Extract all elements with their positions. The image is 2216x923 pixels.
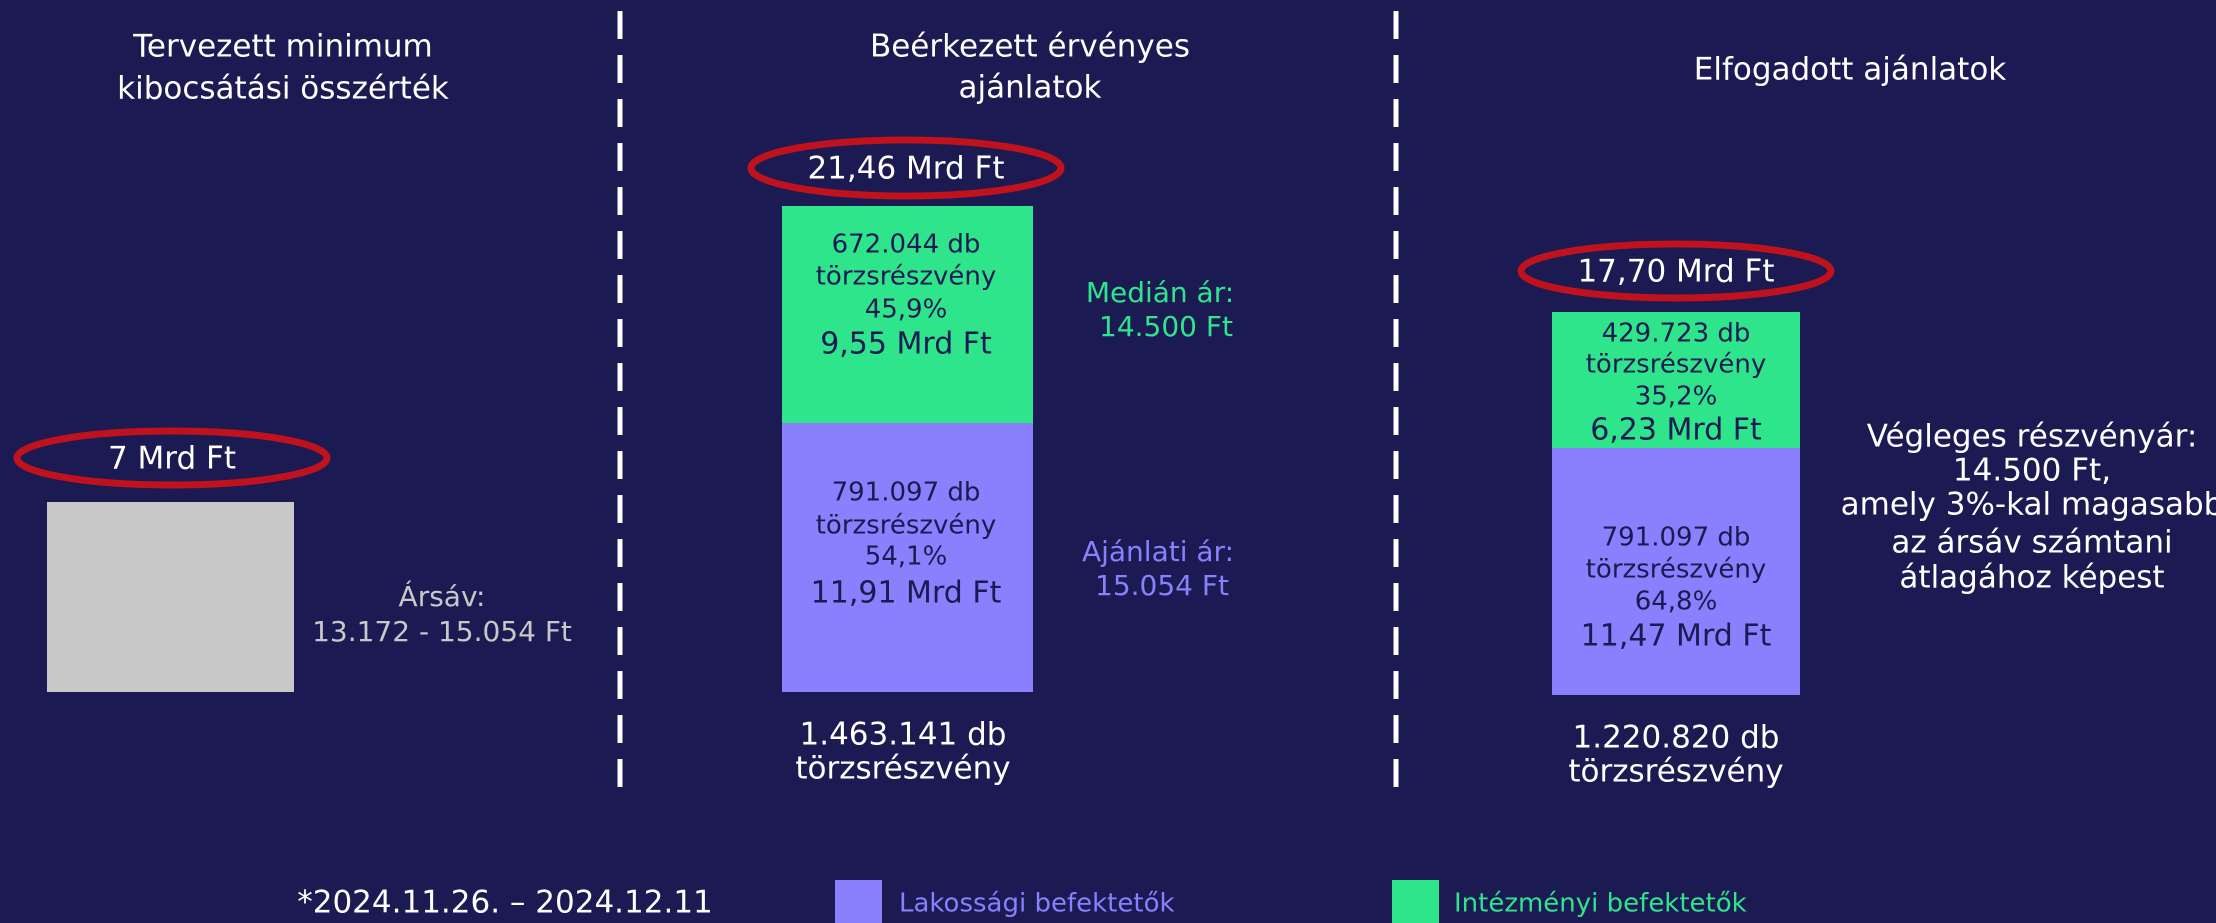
segment-label: törzsrészvény [1586,555,1767,585]
segment-value: 9,55 Mrd Ft [820,327,992,362]
final-price: Végleges részvényár: [1867,419,2198,455]
share-count: törzsrészvény [1568,754,1783,790]
legend-swatch [835,880,882,923]
legend-label: Intézményi befektetők [1454,889,1747,919]
final-price: az ársáv számtani [1891,525,2172,561]
bar [47,502,294,692]
price-label: 15.054 Ft [1095,569,1229,602]
legend-swatch [1392,880,1439,923]
final-price: átlagához képest [1899,560,2164,596]
period: *2024.11.26. – 2024.12.11 [297,885,713,921]
total: 21,46 Mrd Ft [807,151,1004,187]
segment-value: 11,47 Mrd Ft [1581,619,1772,654]
segment-label: 35,2% [1635,382,1718,412]
final-price: 14.500 Ft, [1953,453,2111,489]
segment-label: 791.097 db [1602,523,1751,553]
segment-label: 672.044 db [832,230,981,260]
column-title: kibocsátási összérték [117,71,449,107]
segment-label: 54,1% [865,542,948,572]
bar-segment [1552,448,1800,695]
segment-label: 45,9% [865,295,948,325]
segment-value: 11,91 Mrd Ft [811,576,1002,611]
legend-label: Lakossági befektetők [899,889,1175,919]
column-title: ajánlatok [959,70,1102,106]
segment-label: 64,8% [1635,587,1718,617]
column-title: Tervezett minimum [132,29,433,65]
note: 13.172 - 15.054 Ft [312,615,572,648]
highlight [1517,240,1835,302]
bar-segment [782,423,1033,692]
highlight [13,427,331,489]
total: 17,70 Mrd Ft [1577,254,1774,290]
final-price: amely 3%-kal magasabb [1841,487,2216,523]
bar-segment [782,206,1033,423]
segment-label: törzsrészvény [816,262,997,292]
segment-label: törzsrészvény [816,511,997,541]
total: 7 Mrd Ft [108,441,236,477]
column-title: Elfogadott ajánlatok [1694,52,2007,88]
price-label: Medián ár: [1086,276,1234,309]
price-label: 14.500 Ft [1099,310,1233,343]
highlight [747,136,1065,200]
segment-value: 6,23 Mrd Ft [1590,413,1762,448]
segment-label: törzsrészvény [1586,350,1767,380]
share-count: 1.463.141 db [800,717,1007,753]
price-label: Ajánlati ár: [1082,535,1234,568]
segment-label: 429.723 db [1602,319,1751,349]
column-title: Beérkezett érvényes [870,29,1190,65]
share-count: törzsrészvény [795,751,1010,787]
segment-label: 791.097 db [832,478,981,508]
note: Ársáv: [399,579,486,613]
share-count: 1.220.820 db [1573,720,1780,756]
bar-segment [1552,312,1800,448]
